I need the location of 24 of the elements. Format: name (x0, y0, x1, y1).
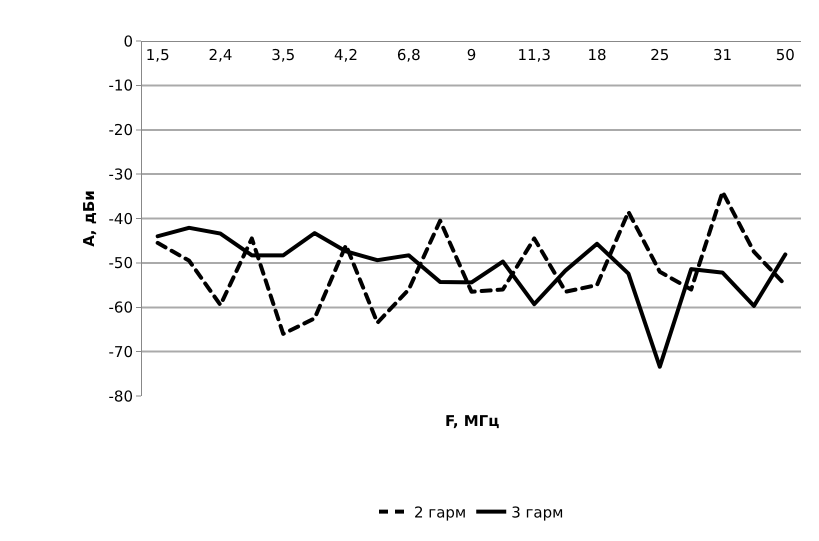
y-tick-label: -50 (108, 254, 133, 272)
x-tick-label: 4,2 (334, 46, 358, 64)
x-tick-label: 1,5 (146, 46, 170, 64)
y-tick-label: -40 (108, 210, 133, 228)
x-axis-title: F, МГц (445, 412, 500, 430)
y-tick-label: -30 (108, 165, 133, 184)
y-tick-label: -20 (108, 121, 133, 139)
x-tick-label: 31 (713, 46, 732, 64)
x-tick-label: 50 (776, 46, 795, 64)
y-tick-label: -60 (108, 298, 133, 316)
x-tick-label: 11,3 (518, 46, 551, 64)
x-tick-label: 2,4 (208, 46, 232, 64)
y-axis-title: А, дБи (80, 190, 98, 247)
y-tick-label: 0 (123, 32, 133, 50)
x-tick-label: 18 (587, 46, 607, 64)
x-tick-label: 6,8 (396, 46, 421, 64)
x-tick-label: 9 (466, 46, 476, 64)
y-tick-label: -80 (108, 387, 133, 406)
legend-label: 2 гарм (414, 504, 466, 522)
y-tick-label: -10 (108, 76, 133, 95)
x-tick-label: 3,5 (271, 46, 296, 64)
legend-label: 3 гарм (511, 504, 564, 522)
x-tick-label: 25 (650, 46, 670, 64)
y-tick-label: -70 (108, 342, 133, 361)
